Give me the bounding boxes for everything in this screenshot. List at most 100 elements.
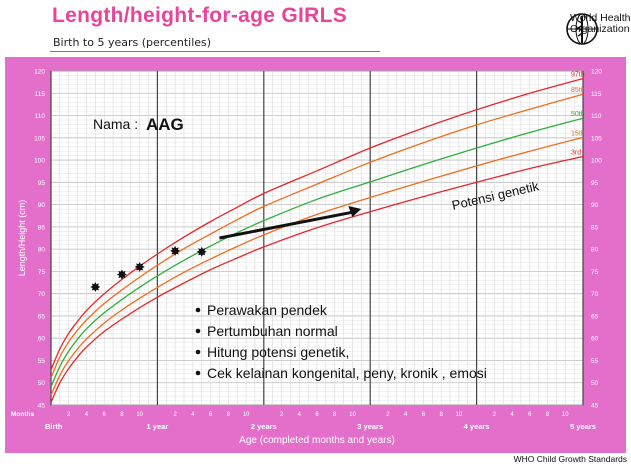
who-emblem-icon xyxy=(566,13,598,45)
y-tick-label-right: 85 xyxy=(591,224,599,231)
percentile-line-50th xyxy=(50,117,584,388)
bullet-dot xyxy=(195,328,201,334)
y-tick-label-left: 50 xyxy=(38,380,46,387)
chart-frame: 45 45 50 50 55 55 60 60 65 65 70 70 75 75 80 80 85 85 90 90… xyxy=(5,57,626,453)
chart-title: Length/height-for-age GIRLS xyxy=(52,4,348,27)
x-tick-label: 8 xyxy=(227,412,231,418)
y-tick-label-right: 45 xyxy=(591,403,599,410)
bullet-dot xyxy=(195,370,201,376)
arrowhead-icon xyxy=(348,206,362,218)
y-tick-label-left: 60 xyxy=(38,336,46,343)
y-tick-label-left: 45 xyxy=(38,403,46,410)
y-tick-label-left: 80 xyxy=(38,247,46,254)
x-tick-label: 8 xyxy=(333,412,337,418)
x-months-label: Months xyxy=(11,411,34,418)
y-tick-label-right: 80 xyxy=(591,247,599,254)
x-tick-label: 2 xyxy=(386,412,390,418)
who-org-line1: World Health xyxy=(570,12,631,24)
x-tick-label: 4 xyxy=(404,412,408,418)
y-tick-label-right: 65 xyxy=(591,313,599,320)
x-tick-label: 4 xyxy=(85,412,89,418)
chart-subtitle: Birth to 5 years (percentiles) xyxy=(53,36,212,49)
percentile-line-3rd xyxy=(50,155,584,403)
x-tick-label: 10 xyxy=(349,412,356,418)
x-tick-label: 6 xyxy=(209,412,213,418)
x-year-label: 2 years xyxy=(251,422,277,431)
x-tick-label: 10 xyxy=(136,412,143,418)
x-axis-title: Age (completed months and years) xyxy=(239,435,395,446)
bullet-item: Cek kelainan kongenital, peny, kronik , … xyxy=(207,365,487,381)
y-tick-label-left: 110 xyxy=(35,113,46,120)
y-tick-label-right: 115 xyxy=(591,91,602,98)
who-org-line2: Organization xyxy=(570,23,630,35)
x-tick-label: 2 xyxy=(280,412,284,418)
x-tick-label: 8 xyxy=(439,412,443,418)
y-tick-label-left: 95 xyxy=(38,180,46,187)
x-tick-label: 10 xyxy=(456,412,463,418)
patient-data-point xyxy=(90,282,101,292)
y-tick-label-right: 75 xyxy=(591,269,599,276)
x-tick-label: 6 xyxy=(315,412,319,418)
bullet-dot xyxy=(195,349,201,355)
x-year-label: 5 years xyxy=(570,422,596,431)
x-tick-label: 2 xyxy=(67,412,71,418)
percentile-line-15th xyxy=(50,136,584,396)
who-org-name: World Health Organization xyxy=(570,13,631,35)
y-tick-label-left: 105 xyxy=(34,135,45,142)
x-year-label: 4 years xyxy=(464,422,490,431)
percentile-label-97th: 97th xyxy=(571,72,585,79)
y-axis-title: Length/Height (cm) xyxy=(17,200,27,277)
y-tick-label-left: 115 xyxy=(35,91,46,98)
x-year-label: 3 years xyxy=(357,422,383,431)
x-tick-label: 6 xyxy=(528,412,532,418)
bullet-item: Perawakan pendek xyxy=(207,302,328,318)
x-tick-label: 2 xyxy=(493,412,497,418)
y-tick-label-left: 120 xyxy=(34,69,45,76)
x-tick-label: 10 xyxy=(562,412,569,418)
percentile-label-85th: 85th xyxy=(571,87,585,94)
percentile-line-97th xyxy=(50,77,584,371)
x-tick-label: 4 xyxy=(298,412,302,418)
x-tick-label: 6 xyxy=(103,412,107,418)
y-tick-label-right: 70 xyxy=(591,291,599,298)
percentile-label-50th: 50th xyxy=(571,111,585,118)
y-tick-label-left: 65 xyxy=(38,313,46,320)
y-tick-label-right: 110 xyxy=(591,113,602,120)
y-tick-label-right: 95 xyxy=(591,180,599,187)
y-tick-label-right: 105 xyxy=(591,135,602,142)
bullet-dot xyxy=(195,307,201,313)
patient-data-point xyxy=(134,261,145,272)
y-tick-label-left: 70 xyxy=(38,291,46,298)
y-tick-label-left: 55 xyxy=(38,358,46,365)
x-tick-label: 8 xyxy=(120,412,124,418)
patient-data-point xyxy=(170,245,181,256)
footer-text: WHO Child Growth Standards xyxy=(513,454,627,464)
percentile-label-3rd: 3rd xyxy=(571,150,581,157)
bullet-item: Pertumbuhan normal xyxy=(207,323,338,339)
y-tick-label-left: 100 xyxy=(34,158,45,165)
percentile-line-85th xyxy=(50,93,584,379)
y-tick-label-right: 90 xyxy=(591,202,599,209)
y-tick-label-right: 60 xyxy=(591,336,599,343)
y-tick-label-left: 85 xyxy=(38,224,46,231)
genetic-potential-arrow xyxy=(219,210,354,240)
x-tick-label: 8 xyxy=(546,412,550,418)
x-tick-label: 4 xyxy=(510,412,514,418)
y-tick-label-right: 100 xyxy=(591,158,602,165)
x-year-label: Birth xyxy=(45,422,63,431)
percentile-label-15th: 15th xyxy=(571,130,585,137)
y-tick-label-right: 120 xyxy=(591,69,602,76)
x-tick-label: 6 xyxy=(422,412,426,418)
x-tick-label: 2 xyxy=(173,412,177,418)
name-label: Nama : xyxy=(93,116,138,132)
y-tick-label-left: 75 xyxy=(38,269,46,276)
x-tick-label: 4 xyxy=(191,412,195,418)
name-value: AAG xyxy=(146,115,184,134)
x-tick-label: 10 xyxy=(243,412,250,418)
x-year-label: 1 year xyxy=(147,422,169,431)
growth-chart: 45 45 50 50 55 55 60 60 65 65 70 70 75 75 80 80 85 85 90 90… xyxy=(11,69,602,447)
y-tick-label-right: 50 xyxy=(591,380,599,387)
bullet-item: Hitung potensi genetik, xyxy=(207,344,349,360)
patient-data-point xyxy=(196,246,207,257)
patient-data-point xyxy=(116,269,127,280)
